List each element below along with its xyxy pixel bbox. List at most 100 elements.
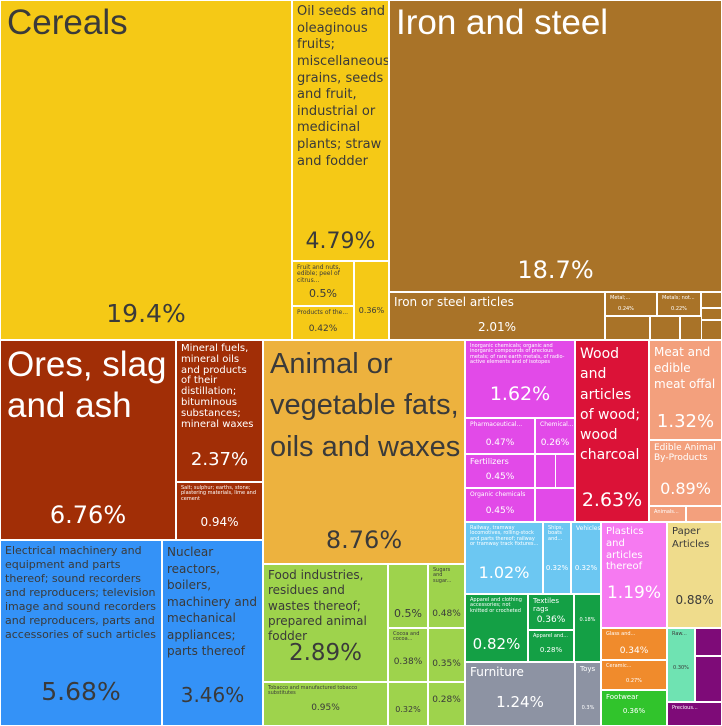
- treemap-cell-cereals: Cereals 19.4%: [0, 0, 292, 340]
- treemap-cell-label: Nuclear reactors, boilers, machinery and…: [167, 545, 257, 659]
- treemap-cell-label: Cereals: [7, 3, 128, 42]
- treemap-cell-value: 6.76%: [49, 501, 127, 529]
- treemap-cell-foodstuffs-6: 0.32%: [388, 682, 428, 726]
- treemap-cell-label: Apparel and clothing accessories; not kn…: [470, 597, 522, 614]
- treemap-cell-value: 0.48%: [432, 609, 461, 619]
- treemap-cell-label: Mineral fuels, mineral oils and products…: [181, 343, 254, 430]
- treemap-cell-label: Sugars and sugar...: [433, 567, 452, 584]
- treemap-cell-label: Paper Articles: [672, 526, 710, 550]
- treemap-cell-value: 0.28%: [432, 695, 461, 705]
- treemap-cell-vegetable-products-4: 0.36%: [354, 261, 389, 340]
- treemap-cell-value: 0.32%: [395, 705, 421, 714]
- treemap-cell-label: Precious...: [672, 705, 698, 711]
- treemap-cell-label: Chemical...: [540, 421, 574, 428]
- treemap-cell-foodstuffs-1: 0.5%: [388, 564, 428, 628]
- treemap-cell-railway-tramway-locomotives-rolling-stoc: Railway, tramway locomotives, rolling-st…: [465, 522, 543, 594]
- treemap-cell-textiles-rags: Textiles rags 0.36%: [528, 594, 574, 630]
- treemap-sliver: [695, 628, 722, 656]
- treemap-cell-label: Fruit and nuts, edible; peel of citrus..…: [297, 264, 341, 284]
- treemap-cell-value: 1.19%: [606, 583, 661, 603]
- treemap-cell-fruit-and-nuts-edible-peel-of-citrus: Fruit and nuts, edible; peel of citrus..…: [292, 261, 354, 306]
- treemap-cell-value: 0.28%: [539, 646, 563, 654]
- treemap-cell-label: Food industries, residues and wastes the…: [268, 568, 367, 644]
- treemap-cell-pharmaceutical: Pharmaceutical... 0.47%: [465, 418, 535, 454]
- treemap-cell-label: Glass and...: [606, 631, 636, 637]
- treemap-cell-value: 0.45%: [485, 506, 515, 516]
- treemap-cell-label: Footwear: [606, 693, 639, 701]
- treemap-sliver: [701, 308, 722, 320]
- treemap-cell-tobacco-and-manufactured-tobacco-substit: Tobacco and manufactured tobacco substit…: [263, 682, 388, 726]
- treemap-cell-value: 0.47%: [485, 438, 515, 448]
- treemap-cell-plastics-and-articles-thereof: Plastics and articles thereof 1.19%: [601, 522, 667, 628]
- treemap-cell-label: Vehicles...: [576, 525, 601, 532]
- treemap-cell-label: Organic chemicals: [470, 491, 526, 498]
- treemap-cell-label: Apparel and...: [533, 633, 569, 639]
- treemap-cell-label: Metals; not...: [662, 295, 695, 301]
- treemap-cell-value: 0.5%: [394, 607, 422, 620]
- treemap-cell-ceramic: Ceramic... 0.27%: [601, 660, 667, 690]
- treemap-cell-value: 2.01%: [477, 320, 517, 334]
- treemap-cell-label: Meat and edible meat offal: [654, 345, 716, 392]
- treemap-sliver: [680, 316, 702, 340]
- treemap-cell-value: 0.5%: [309, 287, 337, 300]
- treemap-cell-vehicles: Vehicles... 0.32%: [571, 522, 601, 594]
- treemap-cell-edible-animal-by-products: Edible Animal By-Products 0.89%: [649, 440, 722, 506]
- treemap-cell-label: Plastics and articles thereof: [606, 526, 644, 573]
- treemap-cell-fertilizers: Fertilizers 0.45%: [465, 454, 535, 488]
- treemap-cell-value: 2.89%: [288, 640, 363, 666]
- treemap-cell-label: Metal;...: [610, 295, 631, 301]
- treemap-sliver: [701, 292, 722, 308]
- treemap-cell-apparel-and-clothing-accessories-not-kni: Apparel and clothing accessories; not kn…: [465, 594, 528, 662]
- treemap-cell-value: 5.68%: [41, 677, 121, 706]
- treemap-cell-value: 0.24%: [618, 306, 634, 312]
- treemap-sliver: [535, 488, 575, 522]
- treemap-sliver: [686, 506, 722, 522]
- treemap-cell-value: 19.4%: [106, 299, 186, 328]
- treemap-cell-label: Electrical machinery and equipment and p…: [5, 544, 156, 642]
- treemap-cell-value: 1.32%: [656, 411, 715, 432]
- treemap-cell-value: 1.02%: [478, 563, 530, 582]
- treemap-cell-value: 0.36%: [622, 707, 646, 715]
- treemap-cell-mineral-fuels-mineral-oils-and-products-: Mineral fuels, mineral oils and products…: [176, 340, 263, 482]
- treemap-cell-label: Inorganic chemicals; organic and inorgan…: [470, 343, 565, 366]
- treemap-cell-value: 1.24%: [496, 693, 544, 711]
- treemap-cell-iron-or-steel-articles: Iron or steel articles 2.01%: [389, 292, 605, 340]
- treemap-cell-label: Animals...: [654, 509, 679, 515]
- treemap-cell-label: Iron or steel articles: [394, 295, 514, 309]
- treemap-cell-electrical-machinery-and-equipment-and-p: Electrical machinery and equipment and p…: [0, 540, 162, 726]
- treemap-sliver: [555, 454, 575, 488]
- treemap-cell-value: 0.42%: [308, 324, 338, 334]
- treemap-cell-value: 0.26%: [540, 438, 570, 448]
- treemap-cell-label: Pharmaceutical...: [470, 421, 523, 428]
- treemap-cell-animal-or-vegetable-fats-oils-and-waxes: Animal or vegetable fats, oils and waxes…: [263, 340, 465, 564]
- treemap-cell-label: Toys: [580, 665, 596, 673]
- treemap-cell-foodstuffs-4: 0.35%: [428, 628, 465, 682]
- treemap-cell-animals: Animals...: [649, 506, 686, 522]
- treemap-cell-inorganic-chemicals-organic-and-inorgani: Inorganic chemicals; organic and inorgan…: [465, 340, 575, 418]
- treemap-cell-paper-articles: Paper Articles 0.88%: [667, 522, 722, 628]
- treemap-cell-value: 3.46%: [180, 683, 245, 707]
- treemap-cell-organic-chemicals: Organic chemicals 0.45%: [465, 488, 535, 522]
- treemap-cell-value: 0.30%: [673, 665, 689, 671]
- treemap-cell-label: Wood and articles of wood; wood charcoal: [580, 346, 641, 464]
- treemap-cell-label: Tobacco and manufactured tobacco substit…: [268, 685, 358, 697]
- treemap-cell-ships-boats-and: Ships, boats and... 0.32%: [543, 522, 571, 594]
- treemap-cell-value: 0.32%: [574, 564, 598, 572]
- treemap-cell-value: 0.45%: [485, 472, 515, 482]
- treemap-cell-label: Cocoa and cocoa...: [393, 631, 420, 643]
- treemap-cell-value: 0.35%: [432, 659, 461, 669]
- treemap-cell-cocoa-and-cocoa: Cocoa and cocoa... 0.38%: [388, 628, 428, 682]
- treemap-cell-label: Iron and steel: [396, 3, 609, 42]
- treemap-cell-value: 1.62%: [489, 383, 551, 405]
- treemap-cell-oil-seeds-and-oleaginous-fruits-miscella: Oil seeds and oleaginous fruits; miscell…: [292, 0, 389, 261]
- treemap-cell-label: Railway, tramway locomotives, rolling-st…: [470, 525, 539, 548]
- treemap-cell-footwear: Footwear 0.36%: [601, 690, 667, 726]
- treemap-cell-chemical: Chemical... 0.26%: [535, 418, 575, 454]
- treemap-cell-value: 4.79%: [305, 229, 376, 254]
- treemap-cell-label: Fertilizers: [470, 457, 509, 466]
- treemap-cell-value: 18.7%: [517, 256, 594, 284]
- treemap-cell-label: Raw...: [672, 631, 687, 637]
- treemap-cell-value: 8.76%: [325, 526, 403, 554]
- treemap-cell-ores-slag-and-ash: Ores, slag and ash 6.76%: [0, 340, 176, 540]
